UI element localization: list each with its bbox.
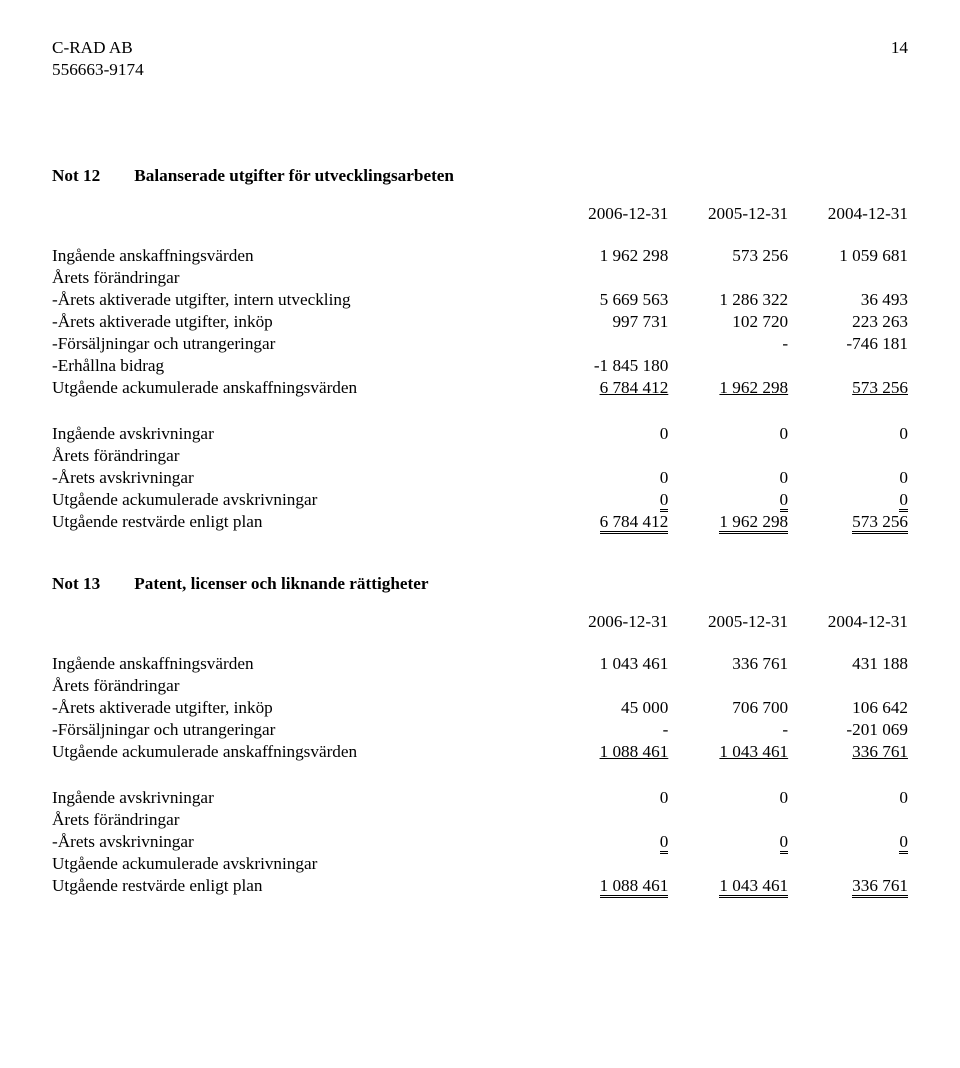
table-row: Ingående avskrivningar 0 0 0 <box>52 788 908 810</box>
note-12-table: 2006-12-31 2005-12-31 2004-12-31 Ingåend… <box>52 204 908 534</box>
note-13-heading: Not 13 Patent, licenser och liknande rät… <box>52 574 908 594</box>
company-name: C-RAD AB <box>52 38 133 58</box>
col-date-3: 2004-12-31 <box>788 204 908 226</box>
org-number: 556663-9174 <box>52 60 908 80</box>
table-row: Årets förändringar <box>52 676 908 698</box>
col-date-1: 2006-12-31 <box>548 612 668 634</box>
note-12-heading: Not 12 Balanserade utgifter för utveckli… <box>52 166 908 186</box>
note-13-table: 2006-12-31 2005-12-31 2004-12-31 Ingåend… <box>52 612 908 898</box>
table-header-row: 2006-12-31 2005-12-31 2004-12-31 <box>52 612 908 634</box>
col-date-2: 2005-12-31 <box>668 612 788 634</box>
table-row: Utgående restvärde enligt plan 6 784 412… <box>52 512 908 534</box>
table-row: Årets förändringar <box>52 810 908 832</box>
page-number: 14 <box>891 38 908 58</box>
table-row: Ingående anskaffningsvärden 1 043 461 33… <box>52 654 908 676</box>
table-row: -Försäljningar och utrangeringar - - -20… <box>52 720 908 742</box>
table-row: Ingående anskaffningsvärden 1 962 298 57… <box>52 246 908 268</box>
table-row: Årets förändringar <box>52 446 908 468</box>
table-row: -Årets avskrivningar 0 0 0 <box>52 468 908 490</box>
table-row: Utgående ackumulerade anskaffningsvärden… <box>52 378 908 400</box>
note-12-title: Balanserade utgifter för utvecklingsarbe… <box>134 166 454 185</box>
note-13-label: Not 13 <box>52 574 130 594</box>
table-row: Utgående restvärde enligt plan 1 088 461… <box>52 876 908 898</box>
table-row: Utgående ackumulerade avskrivningar 0 0 … <box>52 490 908 512</box>
table-row: Utgående ackumulerade avskrivningar <box>52 854 908 876</box>
table-row: -Årets avskrivningar 0 0 0 <box>52 832 908 854</box>
col-date-2: 2005-12-31 <box>668 204 788 226</box>
table-row: Årets förändringar <box>52 268 908 290</box>
table-row: Utgående ackumulerade anskaffningsvärden… <box>52 742 908 764</box>
table-header-row: 2006-12-31 2005-12-31 2004-12-31 <box>52 204 908 226</box>
col-date-3: 2004-12-31 <box>788 612 908 634</box>
header-row: C-RAD AB 14 <box>52 38 908 58</box>
table-row: -Årets aktiverade utgifter, inköp 997 73… <box>52 312 908 334</box>
table-row: -Försäljningar och utrangeringar - -746 … <box>52 334 908 356</box>
table-row: -Årets aktiverade utgifter, inköp 45 000… <box>52 698 908 720</box>
table-row: -Erhållna bidrag -1 845 180 <box>52 356 908 378</box>
table-row: Ingående avskrivningar 0 0 0 <box>52 424 908 446</box>
col-date-1: 2006-12-31 <box>548 204 668 226</box>
note-12-label: Not 12 <box>52 166 130 186</box>
note-13-title: Patent, licenser och liknande rättighete… <box>134 574 428 593</box>
table-row: -Årets aktiverade utgifter, intern utvec… <box>52 290 908 312</box>
